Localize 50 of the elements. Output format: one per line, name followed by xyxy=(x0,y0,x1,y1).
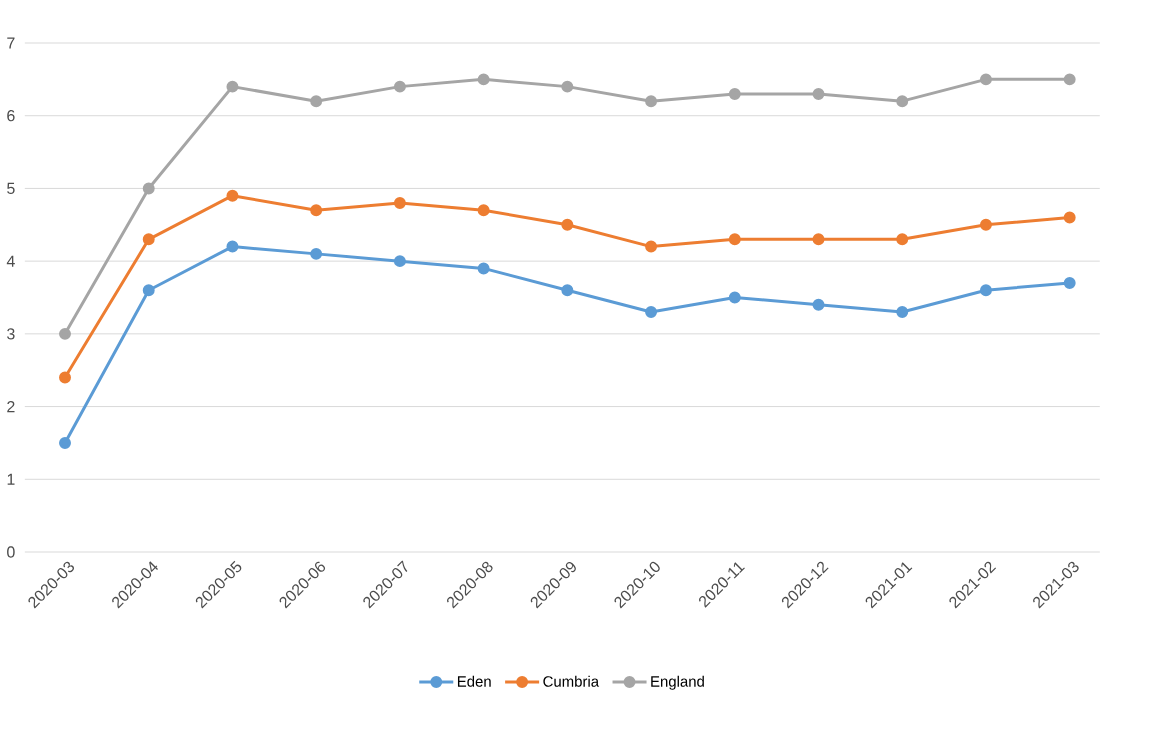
point xyxy=(310,204,323,217)
point xyxy=(812,87,825,100)
point xyxy=(896,233,909,246)
point xyxy=(477,204,490,217)
y-tick-label: 5 xyxy=(7,182,15,194)
point xyxy=(645,95,658,108)
point xyxy=(1063,276,1076,289)
point xyxy=(226,80,239,93)
y-tick-label: 0 xyxy=(7,546,15,558)
point xyxy=(393,196,406,209)
y-tick-label: 4 xyxy=(6,255,15,267)
point xyxy=(561,218,574,231)
point xyxy=(310,95,323,108)
point xyxy=(393,80,406,93)
point xyxy=(393,255,406,268)
point xyxy=(979,284,992,297)
point xyxy=(561,80,574,93)
point xyxy=(979,73,992,86)
point xyxy=(142,233,155,246)
point xyxy=(59,371,71,384)
y-tick-label: 7 xyxy=(7,37,15,49)
point xyxy=(1063,73,1076,86)
point xyxy=(477,262,490,275)
point xyxy=(896,306,909,319)
legend-label: Eden xyxy=(457,675,491,687)
point xyxy=(226,189,239,202)
y-tick-label: 6 xyxy=(7,110,15,122)
point xyxy=(1063,211,1076,224)
legend-label: England xyxy=(651,675,704,690)
point xyxy=(728,87,741,100)
point xyxy=(142,182,155,195)
point xyxy=(142,284,155,297)
y-tick-label: 3 xyxy=(7,328,15,340)
y-tick-label: 2 xyxy=(7,401,15,413)
point xyxy=(59,436,71,449)
y-tick-label: 1 xyxy=(7,473,15,485)
point xyxy=(812,233,825,246)
point xyxy=(59,327,71,340)
point xyxy=(896,95,909,108)
point xyxy=(812,298,825,311)
legend-label: Cumbria xyxy=(543,675,600,687)
point xyxy=(728,291,741,304)
point xyxy=(979,218,992,231)
point xyxy=(477,73,490,86)
point xyxy=(728,233,741,246)
point xyxy=(310,247,323,260)
point xyxy=(226,240,239,253)
point xyxy=(645,306,658,319)
point xyxy=(645,240,658,253)
point xyxy=(561,284,574,297)
